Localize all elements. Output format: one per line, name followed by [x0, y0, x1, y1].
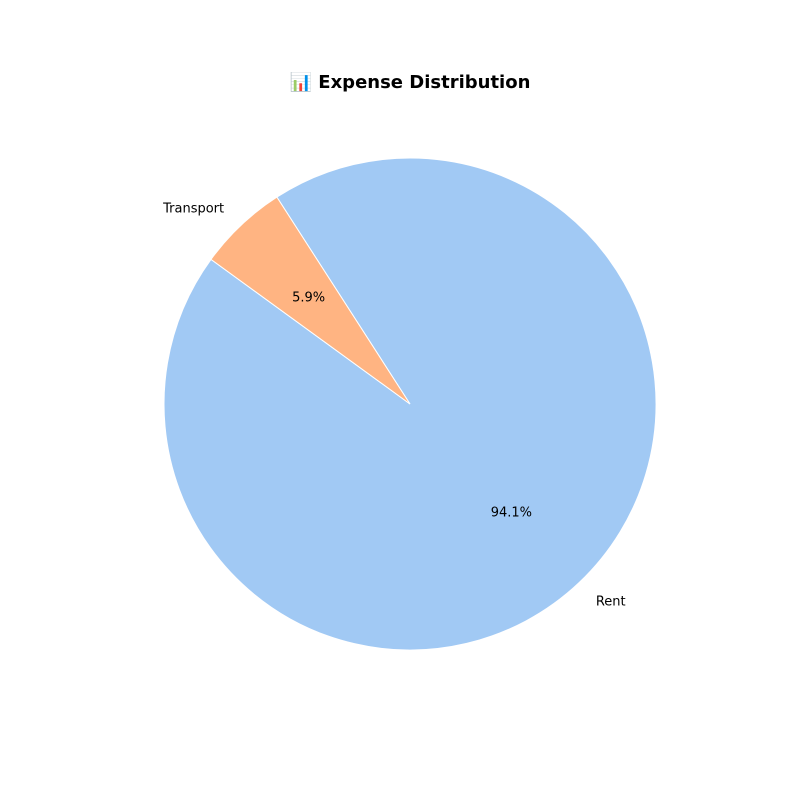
pie-labels: Rent 94.1% Transport 5.9%	[162, 201, 626, 609]
slice-pct-label-transport: 5.9%	[292, 291, 325, 306]
slice-label-rent: Rent	[596, 595, 626, 610]
pie-slice-transport	[210, 196, 411, 405]
slice-label-transport: Transport	[162, 201, 224, 216]
chart-title: 📊 Expense Distribution	[290, 71, 531, 93]
slice-pct-label-rent: 94.1%	[491, 505, 532, 520]
pie-slices	[163, 157, 657, 651]
